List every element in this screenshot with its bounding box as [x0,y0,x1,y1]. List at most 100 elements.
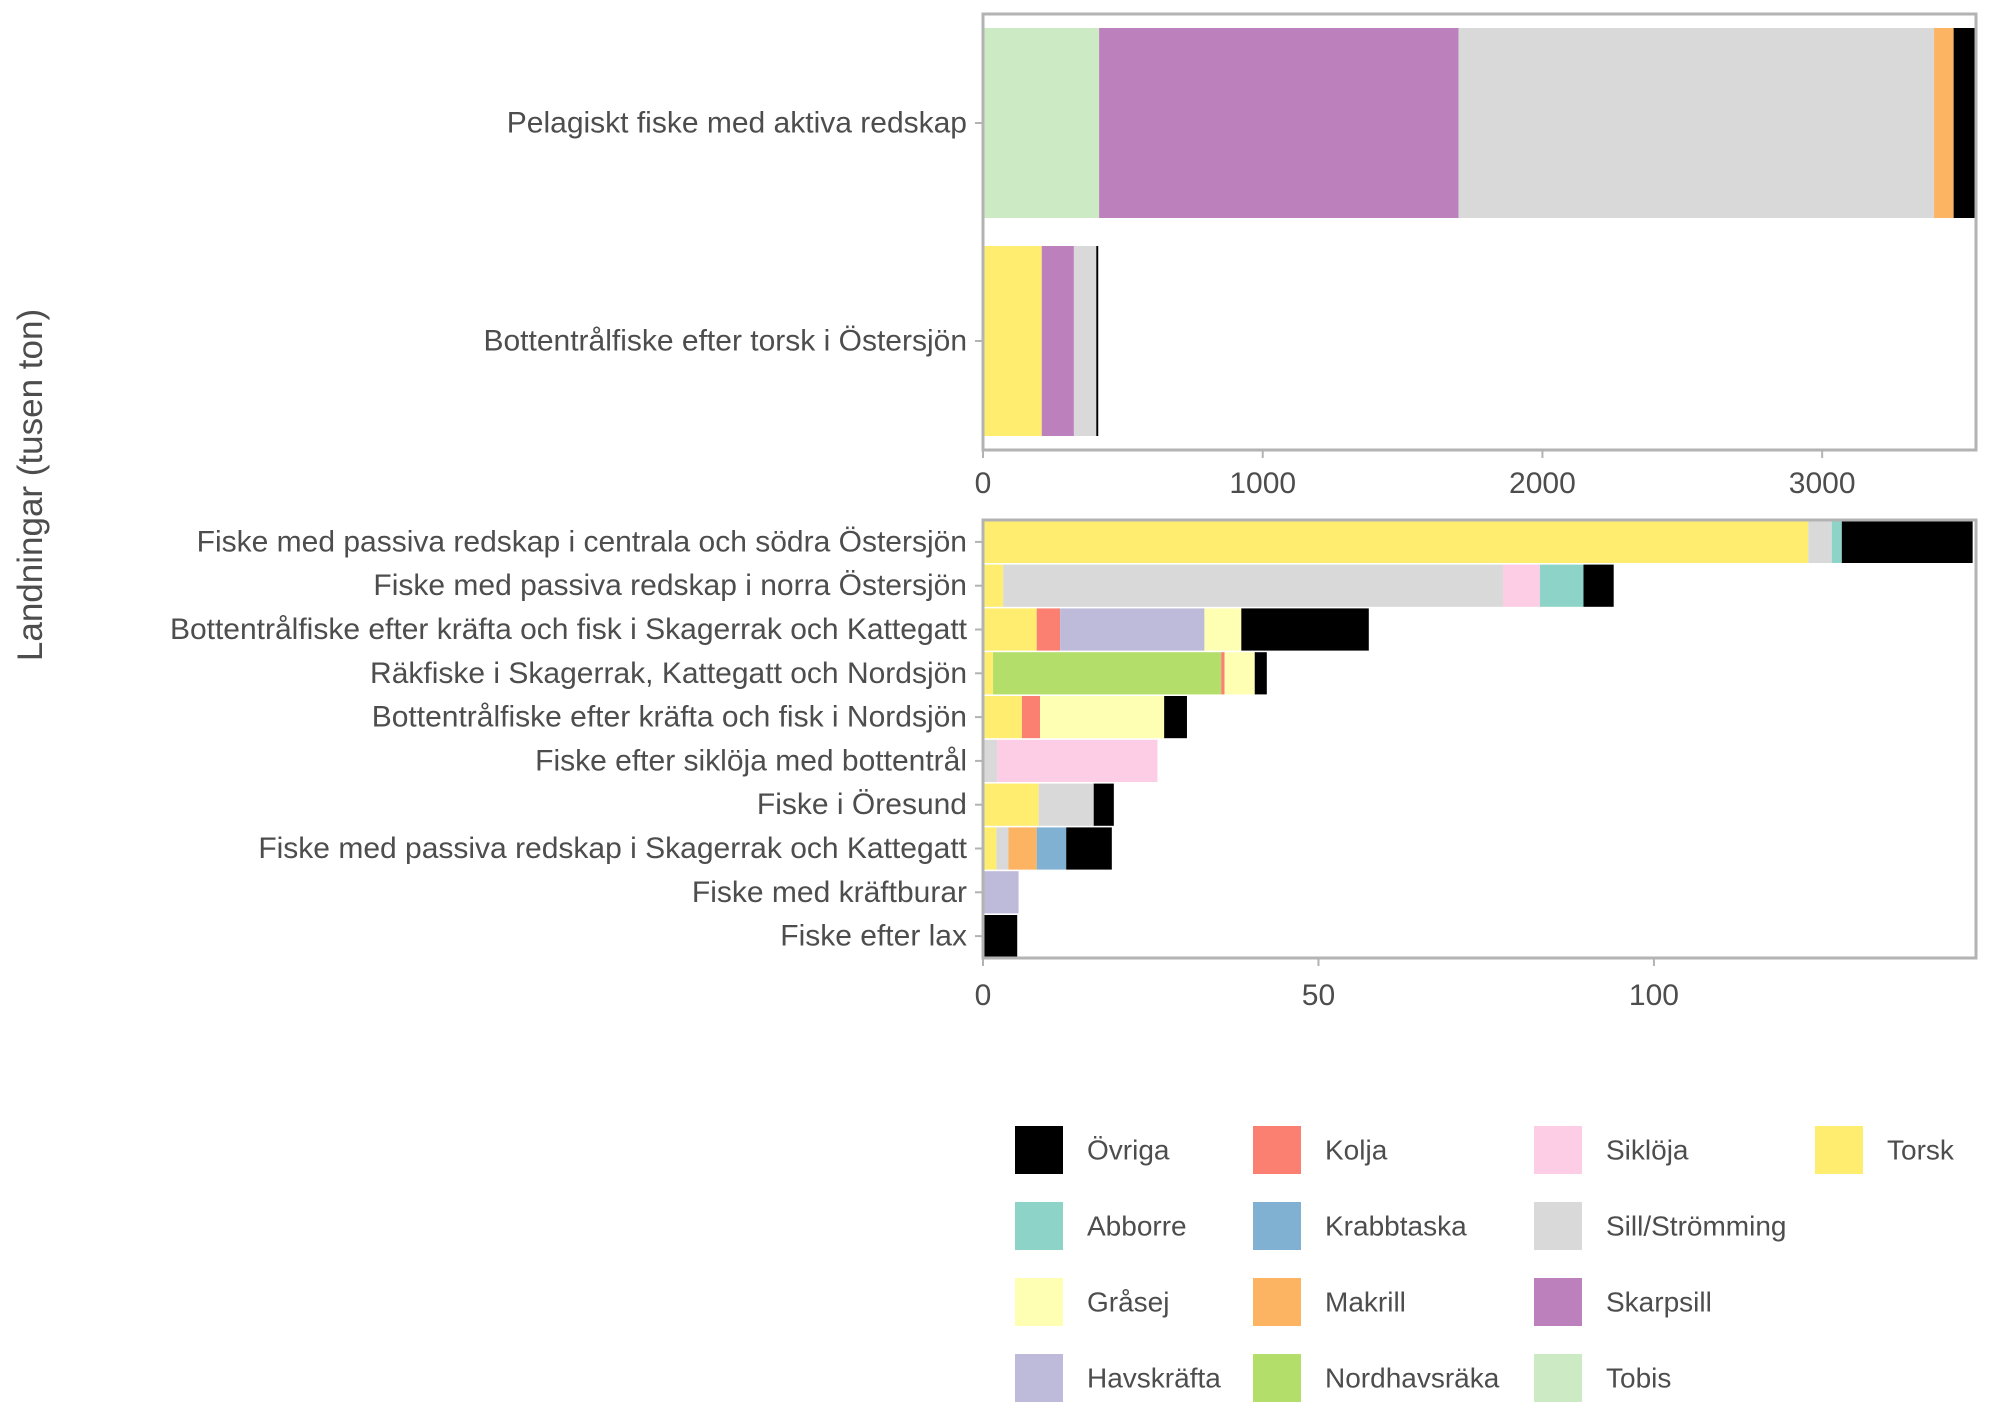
bar-segment-sill-stromming [1458,28,1935,218]
bar-segment-grasej [1040,696,1165,739]
y-tick-label: Fiske med passiva redskap i norra Östers… [373,569,967,602]
y-tick-label: Bottentrålfiske efter kräfta och fisk i … [372,701,967,734]
panel-bottom: Fiske med passiva redskap i centrala och… [170,518,1978,1012]
y-tick-label: Bottentrålfiske efter kräfta och fisk i … [170,613,968,646]
legend-label: Siklöja [1606,1135,1689,1166]
legend-label: Havskräfta [1087,1363,1221,1394]
legend-swatch [1534,1126,1582,1174]
y-tick-label: Bottentrålfiske efter torsk i Östersjön [483,325,967,358]
legend-swatch [1015,1278,1063,1326]
bar-segment-havskrafta [983,871,1019,914]
y-tick-label: Fiske med kräftburar [692,876,967,909]
x-tick-label: 0 [975,467,992,500]
bar-row-bottentralfiske-efter-torsk-i-ostersjon [983,246,1099,436]
legend-label: Kolja [1325,1135,1388,1166]
panel-top: Pelagiskt fiske med aktiva redskap Botten… [483,12,1978,500]
bar-segment-abborre [1539,564,1584,607]
bar-row-fiske-efter-sikloja-med-bottentral [983,739,1158,782]
bar-segment-ovriga [1093,783,1114,826]
legend-swatch [1815,1126,1863,1174]
bar-segment-torsk [983,608,1037,651]
y-tick-label: Fiske med passiva redskap i centrala och… [197,525,967,558]
bar-segment-sill-stromming [1003,564,1503,607]
legend-label: Nordhavsräka [1325,1363,1500,1394]
legend-swatch [1534,1202,1582,1250]
x-tick-label: 1000 [1229,467,1296,500]
y-axis-title: Landningar (tusen ton) [11,309,50,661]
legend-label: Makrill [1325,1287,1406,1318]
legend-swatch [1253,1354,1301,1402]
x-tick-label: 2000 [1509,467,1576,500]
bar-segment-krabbtaska [1036,827,1067,870]
legend-label: Gråsej [1087,1287,1169,1318]
legend-swatch [1534,1278,1582,1326]
bar-segment-torsk [983,827,997,870]
bar-segment-torsk [983,520,1809,563]
bar-segment-torsk [983,246,1042,436]
legend-swatch [1015,1126,1063,1174]
legend-item-havskrafta: Havskräfta [1015,1354,1221,1402]
bar-row-fiske-i-oresund [983,783,1114,826]
x-tick-label: 0 [975,979,992,1012]
legend-swatch [1253,1126,1301,1174]
bar-row-pelagiskt-fiske-med-aktiva-redskap [983,28,1976,218]
bar-row-rakfiske-i-skagerrak-kattegatt-och-nordsjon [983,652,1267,695]
bar-segment-sill-stromming [1808,520,1832,563]
legend-label: Skarpsill [1606,1287,1712,1318]
legend-swatch [1253,1278,1301,1326]
legend-swatch [1253,1202,1301,1250]
legend: Övriga Abborre Gråsej Havskräfta Kolja Krabbt… [1015,1126,1955,1402]
bar-segment-sikloja [997,739,1158,782]
bar-segment-grasej [1204,608,1242,651]
bar-segment-ovriga [983,915,1018,958]
legend-label: Abborre [1087,1211,1187,1242]
legend-label: Övriga [1087,1135,1170,1166]
bar-segment-ovriga [1254,652,1267,695]
bar-segment-kolja [1021,696,1041,739]
bar-segment-skarpsill [1099,28,1459,218]
legend-item-tobis: Tobis [1534,1354,1671,1402]
bar-segment-ovriga [1096,246,1099,436]
bar-segment-havskrafta [1060,608,1205,651]
legend-swatch [1015,1354,1063,1402]
bar-segment-sill-stromming [1038,783,1094,826]
x-tick-label: 50 [1302,979,1335,1012]
bar-segment-skarpsill [1041,246,1074,436]
y-tick-label: Fiske med passiva redskap i Skagerrak oc… [258,832,967,865]
bar-segment-sill-stromming [1073,246,1097,436]
legend-item-sill-stromming: Sill/Strömming [1534,1202,1786,1250]
legend-label: Sill/Strömming [1606,1211,1786,1242]
bar-segment-torsk [983,696,1022,739]
bar-segment-tobis [983,28,1100,218]
legend-item-torsk: Torsk [1815,1126,1955,1174]
bar-segment-torsk [983,783,1039,826]
y-tick-label: Fiske efter lax [780,920,967,953]
bar-segment-torsk [983,652,994,695]
bar-segment-ovriga [1841,520,1973,563]
legend-label: Torsk [1887,1135,1955,1166]
bar-segment-sill-stromming [983,739,998,782]
y-tick-label: Räkfiske i Skagerrak, Kattegatt och Nord… [370,657,967,690]
bar-segment-ovriga [1066,827,1112,870]
bar-segment-sikloja [1502,564,1540,607]
bar-segment-grasej [1224,652,1255,695]
bar-segment-ovriga [1241,608,1369,651]
bar-segment-ovriga [1164,696,1187,739]
bar-segment-makrill [1934,28,1954,218]
bar-row-fiske-efter-lax [983,915,1018,958]
y-tick-label: Pelagiskt fiske med aktiva redskap [507,107,967,140]
y-tick-label: Fiske efter siklöja med bottentrål [535,744,967,777]
legend-item-skarpsill: Skarpsill [1534,1278,1712,1326]
legend-label: Krabbtaska [1325,1211,1467,1242]
y-tick-label: Fiske i Öresund [757,788,967,821]
bar-segment-kolja [1221,652,1225,695]
legend-item-makrill: Makrill [1253,1278,1406,1326]
legend-item-sikloja: Siklöja [1534,1126,1689,1174]
bar-segment-torsk [983,564,1004,607]
legend-label: Tobis [1606,1363,1671,1394]
panel-border [981,518,1978,960]
bar-row-fiske-med-kraftburar [983,871,1019,914]
x-tick-label: 3000 [1789,467,1856,500]
x-tick-label: 100 [1629,979,1679,1012]
